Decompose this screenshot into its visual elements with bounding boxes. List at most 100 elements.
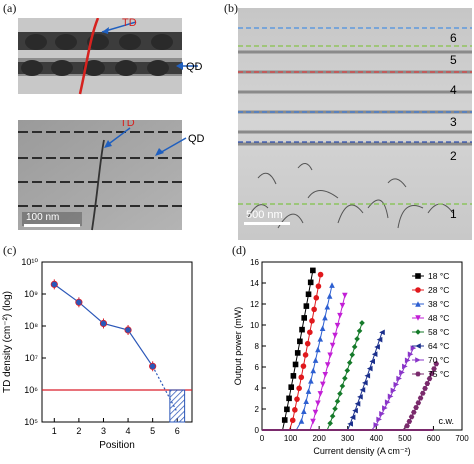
data-point-d xyxy=(327,352,333,359)
x-tick-label-d: 300 xyxy=(341,434,355,443)
data-point-d xyxy=(379,410,385,417)
data-point-d xyxy=(347,421,353,427)
data-point-d xyxy=(431,366,437,372)
legend-label-d: 38 °C xyxy=(428,299,449,309)
data-point-d xyxy=(359,387,366,393)
data-point-d xyxy=(393,381,400,388)
panel-a-tem-image: TD QD 100 nm xyxy=(18,120,228,232)
x-tick-label-d: 700 xyxy=(455,434,469,443)
data-point-d xyxy=(298,418,305,424)
legend-label-d: 70 °C xyxy=(428,355,449,365)
data-point-d xyxy=(356,328,363,334)
data-point-d xyxy=(364,372,371,379)
data-point-d xyxy=(324,362,331,368)
panel-b-scale-bar: 500 nm xyxy=(246,209,283,221)
data-point-d xyxy=(337,312,343,319)
data-point-d xyxy=(312,409,319,416)
data-point-d xyxy=(376,416,382,423)
data-point-d xyxy=(410,345,417,351)
legend-label-d: 28 °C xyxy=(428,285,449,295)
data-point-d xyxy=(406,419,413,424)
x-tick-label-c: 1 xyxy=(52,426,57,436)
tem-td-label: TD xyxy=(120,120,135,129)
data-point-d xyxy=(294,350,301,356)
data-point-d xyxy=(426,376,433,382)
y-tick-label-d: 16 xyxy=(250,258,259,267)
x-tick-label-c: 3 xyxy=(101,426,106,436)
series-line-d xyxy=(262,274,322,431)
data-point-d xyxy=(399,369,405,376)
panel-d-chart: 0 100 200 300 400 500 600 700 0 2 4 6 8 10 12 14 16 Curre… xyxy=(232,250,474,464)
legend-label-d: 64 °C xyxy=(428,341,449,351)
data-point-d xyxy=(296,385,302,392)
x-tick-label-c: 6 xyxy=(175,426,180,436)
data-point-d xyxy=(329,342,336,349)
legend-label-d: 48 °C xyxy=(428,313,449,323)
y-tick-label-d: 2 xyxy=(255,405,260,414)
data-point-d xyxy=(303,303,310,309)
series-d-5 xyxy=(262,329,385,431)
data-point-d xyxy=(317,391,324,397)
data-point-d xyxy=(332,332,338,339)
data-point-d xyxy=(428,371,435,377)
data-point-d xyxy=(284,406,290,413)
series-d-4 xyxy=(262,320,365,431)
data-point-d xyxy=(310,418,316,425)
data-point-d xyxy=(292,361,299,368)
data-point-d xyxy=(379,329,385,336)
data-point-d xyxy=(342,292,348,299)
layer-label-4: 4 xyxy=(450,83,457,97)
data-point-d xyxy=(402,363,408,370)
y-tick-label-d: 0 xyxy=(255,426,260,435)
y-tick-label-c: 10⁸ xyxy=(24,321,38,331)
data-point-d xyxy=(303,398,309,405)
data-point-d xyxy=(329,282,335,288)
data-point-c xyxy=(50,280,58,288)
data-point-d xyxy=(307,329,313,336)
data-point-d xyxy=(312,357,319,363)
y-tick-label-c: 10¹⁰ xyxy=(21,257,38,267)
tem-scale-bar: 100 nm xyxy=(26,212,59,223)
data-point-d xyxy=(387,393,394,400)
y-tick-label-c: 10⁵ xyxy=(24,417,38,427)
data-point-d xyxy=(384,399,391,406)
data-point-d xyxy=(309,318,315,324)
data-point-d xyxy=(337,390,343,397)
legend-label-d: 18 °C xyxy=(428,271,449,281)
data-point-d xyxy=(404,423,410,429)
data-point-d xyxy=(351,344,358,350)
y-tick-label-d: 10 xyxy=(250,321,259,330)
panel-b-tem-image: 6 5 4 3 2 1 500 nm xyxy=(238,8,472,240)
layer-label-5: 5 xyxy=(450,53,457,67)
y-tick-label-d: 4 xyxy=(255,384,260,393)
data-point-d xyxy=(299,326,305,333)
legend-marker-d xyxy=(415,343,421,349)
annotation-cw-d: c.w. xyxy=(438,416,454,426)
data-point-d xyxy=(294,396,300,402)
data-point-d xyxy=(342,375,348,382)
data-point-c xyxy=(75,298,83,306)
series-d-7 xyxy=(262,361,440,431)
x-tick-label-d: 100 xyxy=(284,434,298,443)
x-tick-label-d: 0 xyxy=(260,434,265,443)
hatched-region-c xyxy=(169,389,186,423)
legend-marker-d xyxy=(415,329,421,335)
data-point-d xyxy=(371,351,378,357)
data-point-d xyxy=(411,409,417,415)
series-d-0 xyxy=(262,267,316,431)
x-tick-label-c: 5 xyxy=(150,426,155,436)
x-axis-label-d: Current density (A cm⁻²) xyxy=(313,446,410,456)
y-axis-label-c: TD density (cm⁻²) (log) xyxy=(2,291,13,393)
panel-c-chart: 1 2 3 4 5 6 10⁵ 10⁶ 10⁷ 10⁸ 10⁹ 10¹⁰ Position TD dens… xyxy=(0,250,232,464)
data-point-d xyxy=(415,400,422,406)
data-point-d xyxy=(310,267,316,274)
data-point-d xyxy=(322,371,329,378)
data-point-d xyxy=(317,336,324,342)
data-point-d xyxy=(320,381,326,388)
data-point-d xyxy=(326,293,333,299)
legend-label-d: 75 °C xyxy=(428,369,449,379)
data-point-d xyxy=(374,344,380,350)
x-tick-label-c: 4 xyxy=(126,426,131,436)
data-point-d xyxy=(390,387,397,394)
data-point-d xyxy=(344,367,351,374)
